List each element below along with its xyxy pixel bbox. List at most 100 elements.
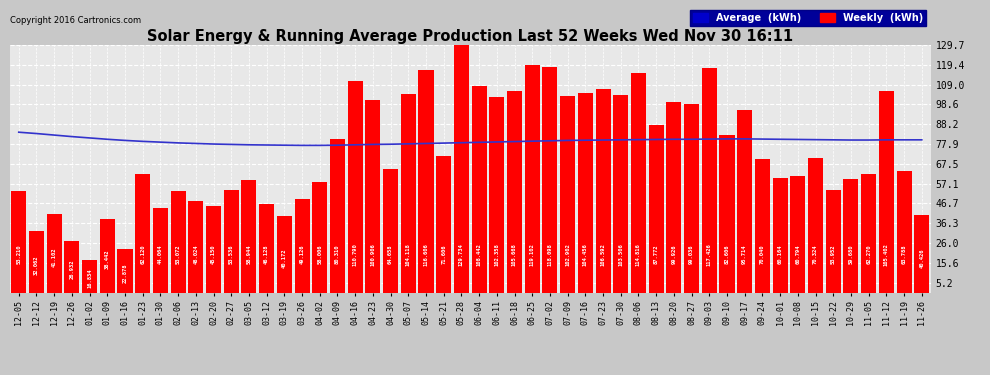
- Text: 103.506: 103.506: [618, 243, 624, 266]
- Text: Copyright 2016 Cartronics.com: Copyright 2016 Cartronics.com: [10, 16, 141, 25]
- Bar: [11, 191, 27, 292]
- Text: 44.064: 44.064: [157, 245, 163, 264]
- Text: 87.772: 87.772: [653, 244, 658, 264]
- Bar: [242, 180, 256, 292]
- Bar: [170, 191, 186, 292]
- Bar: [29, 231, 44, 292]
- Text: 129.734: 129.734: [459, 243, 464, 266]
- Bar: [277, 216, 292, 292]
- Text: 60.164: 60.164: [777, 244, 783, 264]
- Bar: [631, 74, 646, 292]
- Text: 22.878: 22.878: [123, 263, 128, 283]
- Bar: [401, 94, 416, 292]
- Bar: [596, 89, 611, 292]
- Text: 82.606: 82.606: [725, 244, 730, 264]
- Text: 117.426: 117.426: [707, 243, 712, 266]
- Bar: [578, 93, 593, 292]
- Bar: [347, 81, 362, 292]
- Text: 53.210: 53.210: [16, 244, 21, 264]
- Text: 59.680: 59.680: [848, 244, 853, 264]
- Bar: [152, 209, 168, 292]
- Bar: [507, 91, 522, 292]
- Bar: [648, 125, 663, 292]
- Text: 71.606: 71.606: [442, 244, 446, 264]
- Text: 118.098: 118.098: [547, 243, 552, 266]
- Text: 106.592: 106.592: [601, 243, 606, 266]
- Text: 64.658: 64.658: [388, 244, 393, 264]
- Text: 38.442: 38.442: [105, 250, 110, 269]
- Text: 104.118: 104.118: [406, 243, 411, 266]
- Bar: [808, 158, 823, 292]
- Bar: [188, 201, 203, 292]
- Title: Solar Energy & Running Average Production Last 52 Weeks Wed Nov 30 16:11: Solar Energy & Running Average Productio…: [148, 29, 793, 44]
- Bar: [720, 135, 735, 292]
- Bar: [365, 100, 380, 292]
- Bar: [790, 177, 805, 292]
- Text: 99.926: 99.926: [671, 244, 676, 264]
- Bar: [419, 70, 434, 292]
- Text: 102.358: 102.358: [494, 243, 499, 266]
- Bar: [82, 260, 97, 292]
- Bar: [754, 159, 770, 292]
- Bar: [206, 206, 221, 292]
- Bar: [330, 139, 345, 292]
- Text: 114.816: 114.816: [636, 243, 641, 266]
- Text: 62.120: 62.120: [141, 244, 146, 264]
- Bar: [702, 68, 717, 292]
- Text: 46.128: 46.128: [264, 244, 269, 264]
- Bar: [47, 214, 61, 292]
- Text: 58.006: 58.006: [317, 244, 323, 264]
- Bar: [897, 171, 912, 292]
- Bar: [613, 95, 629, 292]
- Bar: [294, 199, 310, 292]
- Text: 95.714: 95.714: [742, 244, 747, 264]
- Bar: [259, 204, 274, 292]
- Text: 99.036: 99.036: [689, 244, 694, 264]
- Bar: [100, 219, 115, 292]
- Legend: Average  (kWh), Weekly  (kWh): Average (kWh), Weekly (kWh): [690, 10, 926, 26]
- Text: 100.906: 100.906: [370, 243, 375, 266]
- Bar: [224, 190, 239, 292]
- Text: 102.902: 102.902: [565, 243, 570, 266]
- Bar: [118, 249, 133, 292]
- Bar: [879, 92, 894, 292]
- Bar: [312, 182, 328, 292]
- Bar: [861, 174, 876, 292]
- Bar: [471, 86, 487, 292]
- Text: 105.402: 105.402: [884, 243, 889, 266]
- Text: 110.790: 110.790: [352, 243, 357, 266]
- Bar: [543, 67, 557, 292]
- Text: 70.324: 70.324: [813, 244, 818, 264]
- Bar: [453, 45, 469, 292]
- Text: 104.456: 104.456: [583, 243, 588, 266]
- Text: 53.072: 53.072: [175, 244, 180, 264]
- Text: 63.788: 63.788: [902, 244, 907, 264]
- Text: 119.102: 119.102: [530, 243, 535, 266]
- Text: 40.426: 40.426: [920, 248, 925, 267]
- Bar: [525, 65, 540, 292]
- Text: 58.944: 58.944: [247, 244, 251, 264]
- Bar: [666, 102, 681, 292]
- Bar: [489, 97, 504, 292]
- Bar: [772, 178, 788, 292]
- Text: 40.172: 40.172: [282, 248, 287, 268]
- Bar: [560, 96, 575, 292]
- Bar: [64, 241, 79, 292]
- Text: 49.126: 49.126: [300, 244, 305, 264]
- Bar: [437, 156, 451, 292]
- Text: 105.668: 105.668: [512, 243, 517, 266]
- Text: 70.040: 70.040: [760, 244, 765, 264]
- Text: 41.102: 41.102: [51, 248, 56, 267]
- Text: 116.606: 116.606: [424, 243, 429, 266]
- Text: 45.150: 45.150: [211, 244, 216, 264]
- Bar: [738, 110, 752, 292]
- Bar: [684, 104, 699, 292]
- Bar: [136, 174, 150, 292]
- Text: 26.932: 26.932: [69, 260, 74, 279]
- Text: 53.952: 53.952: [831, 244, 836, 264]
- Bar: [843, 178, 858, 292]
- Text: 48.024: 48.024: [193, 244, 198, 264]
- Text: 60.794: 60.794: [795, 244, 800, 264]
- Text: 80.310: 80.310: [335, 244, 340, 264]
- Text: 108.442: 108.442: [476, 243, 481, 266]
